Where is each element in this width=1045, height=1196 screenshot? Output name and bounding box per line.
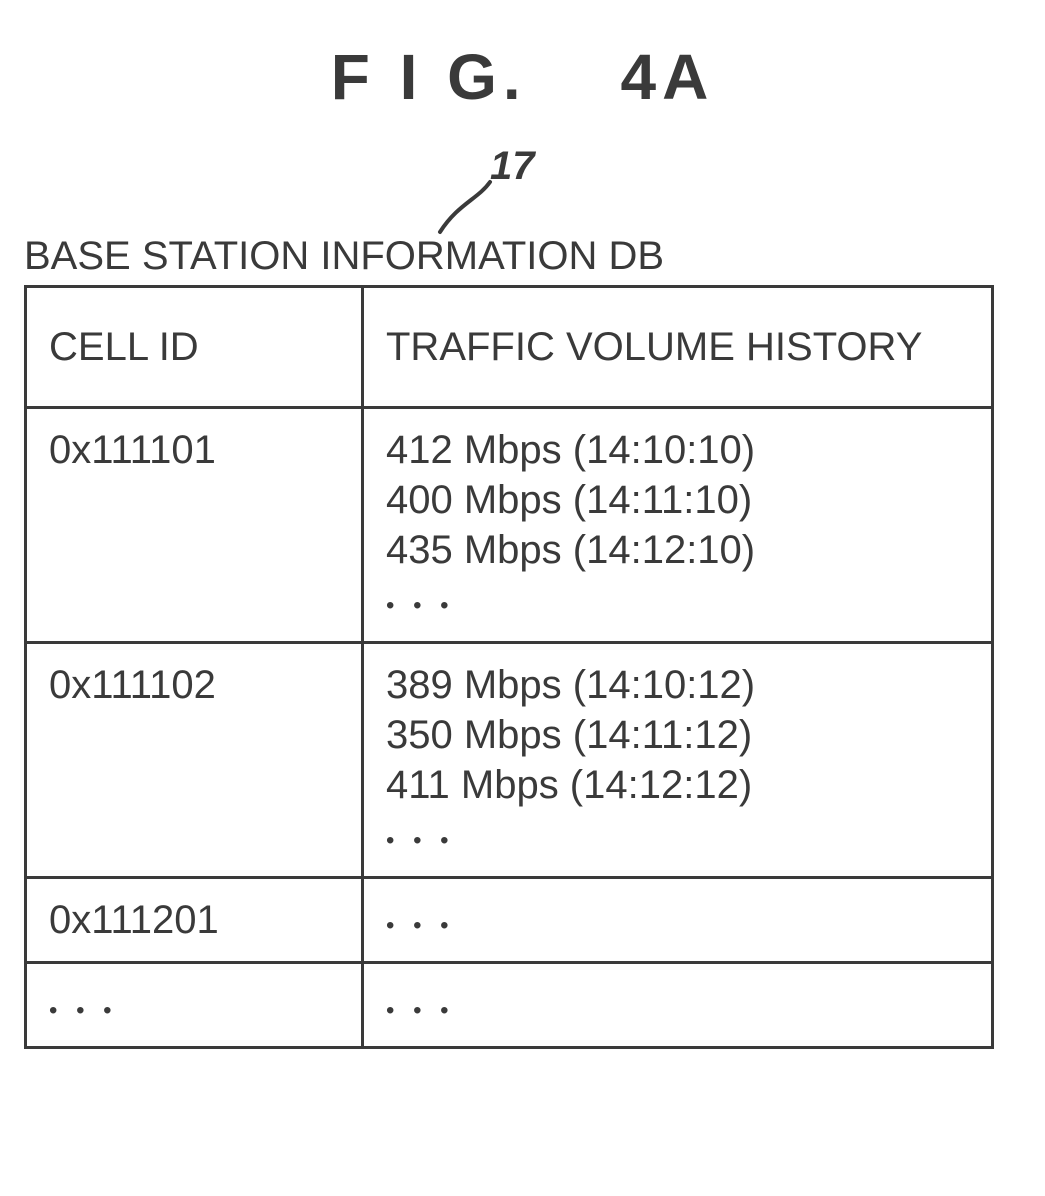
cell-id: 0x111201 <box>26 878 363 963</box>
callout-wrap: 17 <box>20 144 1025 234</box>
table-row: 0x111102389 Mbps (14:10:12)350 Mbps (14:… <box>26 643 993 878</box>
callout-leader-icon <box>428 174 508 244</box>
table-row: • • •• • • <box>26 963 993 1048</box>
table-row: 0x111201• • • <box>26 878 993 963</box>
traffic-history: • • • <box>363 963 993 1048</box>
db-title: BASE STATION INFORMATION DB <box>24 234 1025 279</box>
figure-title: F I G. 4A <box>20 40 1025 114</box>
col-header-traffic: TRAFFIC VOLUME HISTORY <box>363 287 993 408</box>
traffic-history: • • • <box>363 878 993 963</box>
traffic-history: 412 Mbps (14:10:10)400 Mbps (14:11:10)43… <box>363 408 993 643</box>
base-station-table: CELL ID TRAFFIC VOLUME HISTORY 0x1111014… <box>24 285 994 1049</box>
cell-id: 0x111101 <box>26 408 363 643</box>
table-row: 0x111101412 Mbps (14:10:10)400 Mbps (14:… <box>26 408 993 643</box>
cell-id: 0x111102 <box>26 643 363 878</box>
cell-id: • • • <box>26 963 363 1048</box>
traffic-history: 389 Mbps (14:10:12)350 Mbps (14:11:12)41… <box>363 643 993 878</box>
col-header-cell-id: CELL ID <box>26 287 363 408</box>
